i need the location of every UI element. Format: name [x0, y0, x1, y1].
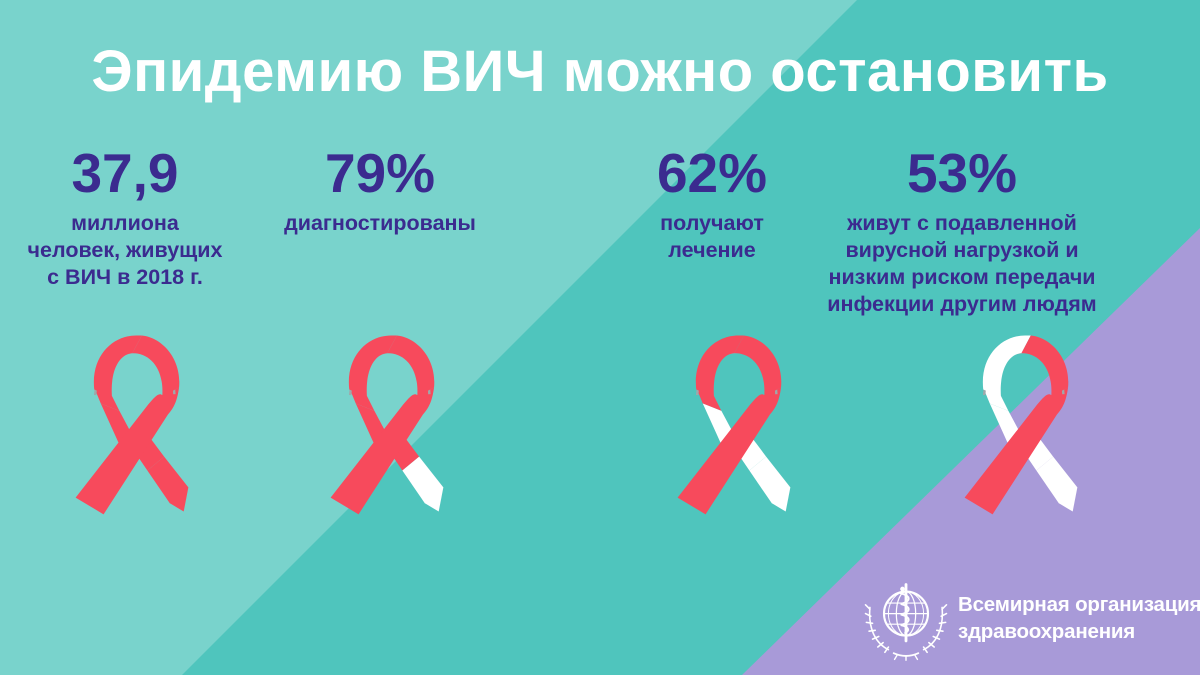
stat-value: 62%: [656, 142, 768, 204]
who-emblem-icon: [864, 583, 948, 661]
stat-value: 53%: [906, 142, 1018, 204]
awareness-ribbon-icon: [330, 335, 444, 515]
stat-column-people-living-with-hiv: 37,9 миллиона человек, живущих с ВИЧ в 2…: [0, 142, 250, 291]
org-name: Всемирная организация здравоохранения: [958, 593, 1200, 643]
stat-label: получают лечение: [660, 211, 764, 262]
awareness-ribbon-icon: [75, 335, 189, 515]
stat-column-on-treatment: 62% получают лечение: [587, 142, 837, 264]
awareness-ribbon-icon: [677, 335, 791, 515]
stat-column-diagnosed: 79% диагностированы: [255, 142, 505, 237]
who-footer: Всемирная организация здравоохранения: [862, 574, 1200, 662]
awareness-ribbon-icon: [964, 335, 1078, 515]
stat-label: диагностированы: [284, 211, 476, 235]
stat-label: миллиона человек, живущих с ВИЧ в 2018 г…: [27, 211, 223, 289]
stat-label: живут с подавленной вирусной нагрузкой и…: [827, 211, 1097, 316]
stat-value: 79%: [324, 142, 436, 204]
headline: Эпидемию ВИЧ можно остановить: [91, 39, 1109, 104]
stat-value: 37,9: [71, 142, 179, 204]
stat-column-virally-suppressed: 53% живут с подавленной вирусной нагрузк…: [812, 142, 1112, 318]
